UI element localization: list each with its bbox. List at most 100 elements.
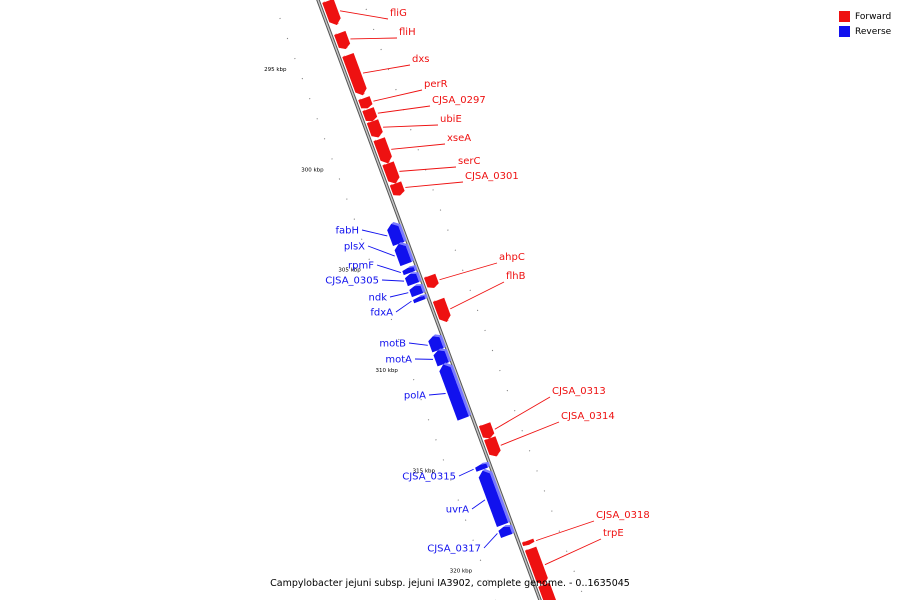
minor-tick (316, 118, 318, 120)
minor-tick (457, 499, 459, 501)
gene-uvra (478, 468, 511, 527)
legend-forward: Forward (839, 9, 891, 24)
gene-label: fliG (390, 8, 407, 19)
minor-tick (442, 459, 445, 461)
label-leader (544, 538, 602, 566)
minor-tick (472, 539, 474, 541)
gene-label: CJSA_0317 (427, 544, 481, 555)
gene-perr (358, 96, 373, 109)
gene-label: flhB (506, 271, 526, 282)
minor-tick (551, 510, 553, 512)
minor-tick (580, 590, 583, 593)
minor-tick (420, 399, 422, 401)
gene-label: CJSA_0314 (561, 411, 615, 422)
gene-top-face (398, 242, 414, 262)
minor-tick (536, 470, 538, 472)
gene-label: CJSA_0297 (432, 95, 486, 106)
minor-tick (395, 88, 397, 91)
label-leader (381, 279, 405, 282)
gene-cjsa_0305 (404, 272, 422, 287)
label-leader (391, 143, 446, 150)
gene-fdxa (413, 294, 428, 304)
minor-tick (346, 198, 348, 200)
label-leader (428, 393, 446, 396)
minor-tick (476, 309, 479, 312)
gene-arrow (387, 223, 405, 247)
minor-tick (487, 579, 489, 582)
gene-arrow (478, 470, 509, 527)
minor-tick (353, 218, 356, 220)
genome-caption: Campylobacter jejuni subsp. jejuni IA390… (270, 578, 630, 589)
gene-label: CJSA_0315 (402, 472, 456, 483)
gene-arrow (498, 526, 513, 538)
minor-tick (506, 389, 509, 392)
gene-serc (382, 161, 400, 184)
label-leader (350, 37, 398, 40)
minor-tick (375, 278, 378, 281)
minor-tick (286, 37, 289, 40)
gene-cjsa_0318 (522, 538, 535, 546)
gene-top-face (503, 524, 515, 534)
gene-arrow (432, 297, 451, 322)
minor-tick (412, 378, 415, 381)
minor-tick (338, 178, 341, 180)
gene-arrow (538, 582, 556, 600)
gene-ahpc (424, 273, 439, 288)
gene-arrow (524, 546, 548, 585)
minor-tick (331, 158, 333, 160)
legend-reverse-swatch (839, 26, 850, 37)
minor-tick (447, 229, 449, 231)
label-leader (535, 520, 595, 542)
legend-reverse: Reverse (839, 24, 891, 39)
gene-arrow (475, 463, 488, 472)
minor-tick (462, 269, 464, 271)
minor-tick (380, 48, 382, 51)
gene-arrow (358, 96, 373, 109)
label-leader (500, 421, 560, 446)
gene-label: CJSA_0313 (552, 386, 606, 397)
minor-tick (427, 419, 430, 421)
gene-arrow (402, 266, 416, 276)
gene-arrow (409, 285, 424, 298)
gene-plsx (394, 242, 414, 267)
gene-top-face (482, 468, 511, 523)
label-leader (367, 245, 395, 257)
label-leader (458, 468, 474, 477)
tick-marks-layer: 295 kbp 300 kbp 305 kbp 310 kbp 315 kbp 320 k… (264, 8, 583, 600)
minor-tick (365, 8, 367, 11)
label-leader (389, 292, 409, 298)
minor-tick (432, 189, 434, 191)
minor-tick (454, 249, 457, 251)
backbone-line (316, 0, 542, 600)
gene-arrow (404, 274, 420, 287)
scale-label: 295 kbp (264, 67, 287, 73)
gene-dxs (342, 52, 367, 96)
gene-trpe (524, 546, 548, 585)
gene-arrow (394, 243, 412, 267)
minor-tick (309, 98, 311, 100)
minor-tick (360, 238, 363, 240)
minor-tick (294, 57, 296, 60)
minor-tick (514, 409, 516, 412)
gene-label: CJSA_0305 (325, 276, 379, 287)
gene-label: motB (379, 339, 406, 350)
gene-label: fabH (335, 226, 359, 237)
gene-arrow (424, 273, 439, 288)
gene-label: plsX (344, 242, 365, 253)
gene-arrow (322, 0, 341, 25)
gene-arrow (484, 436, 501, 457)
minor-tick (543, 490, 546, 492)
minor-tick (469, 289, 471, 292)
gene-top-face (438, 348, 452, 363)
label-leader (362, 64, 411, 74)
gene-flig (322, 0, 341, 25)
gene-arrow (366, 119, 383, 138)
minor-tick (410, 129, 412, 131)
minor-tick (499, 369, 501, 372)
gene-flih (334, 30, 351, 50)
minor-tick (573, 570, 575, 572)
gene-cjsa_0297 (362, 107, 378, 122)
label-leader (450, 281, 505, 310)
minor-tick (528, 450, 531, 452)
